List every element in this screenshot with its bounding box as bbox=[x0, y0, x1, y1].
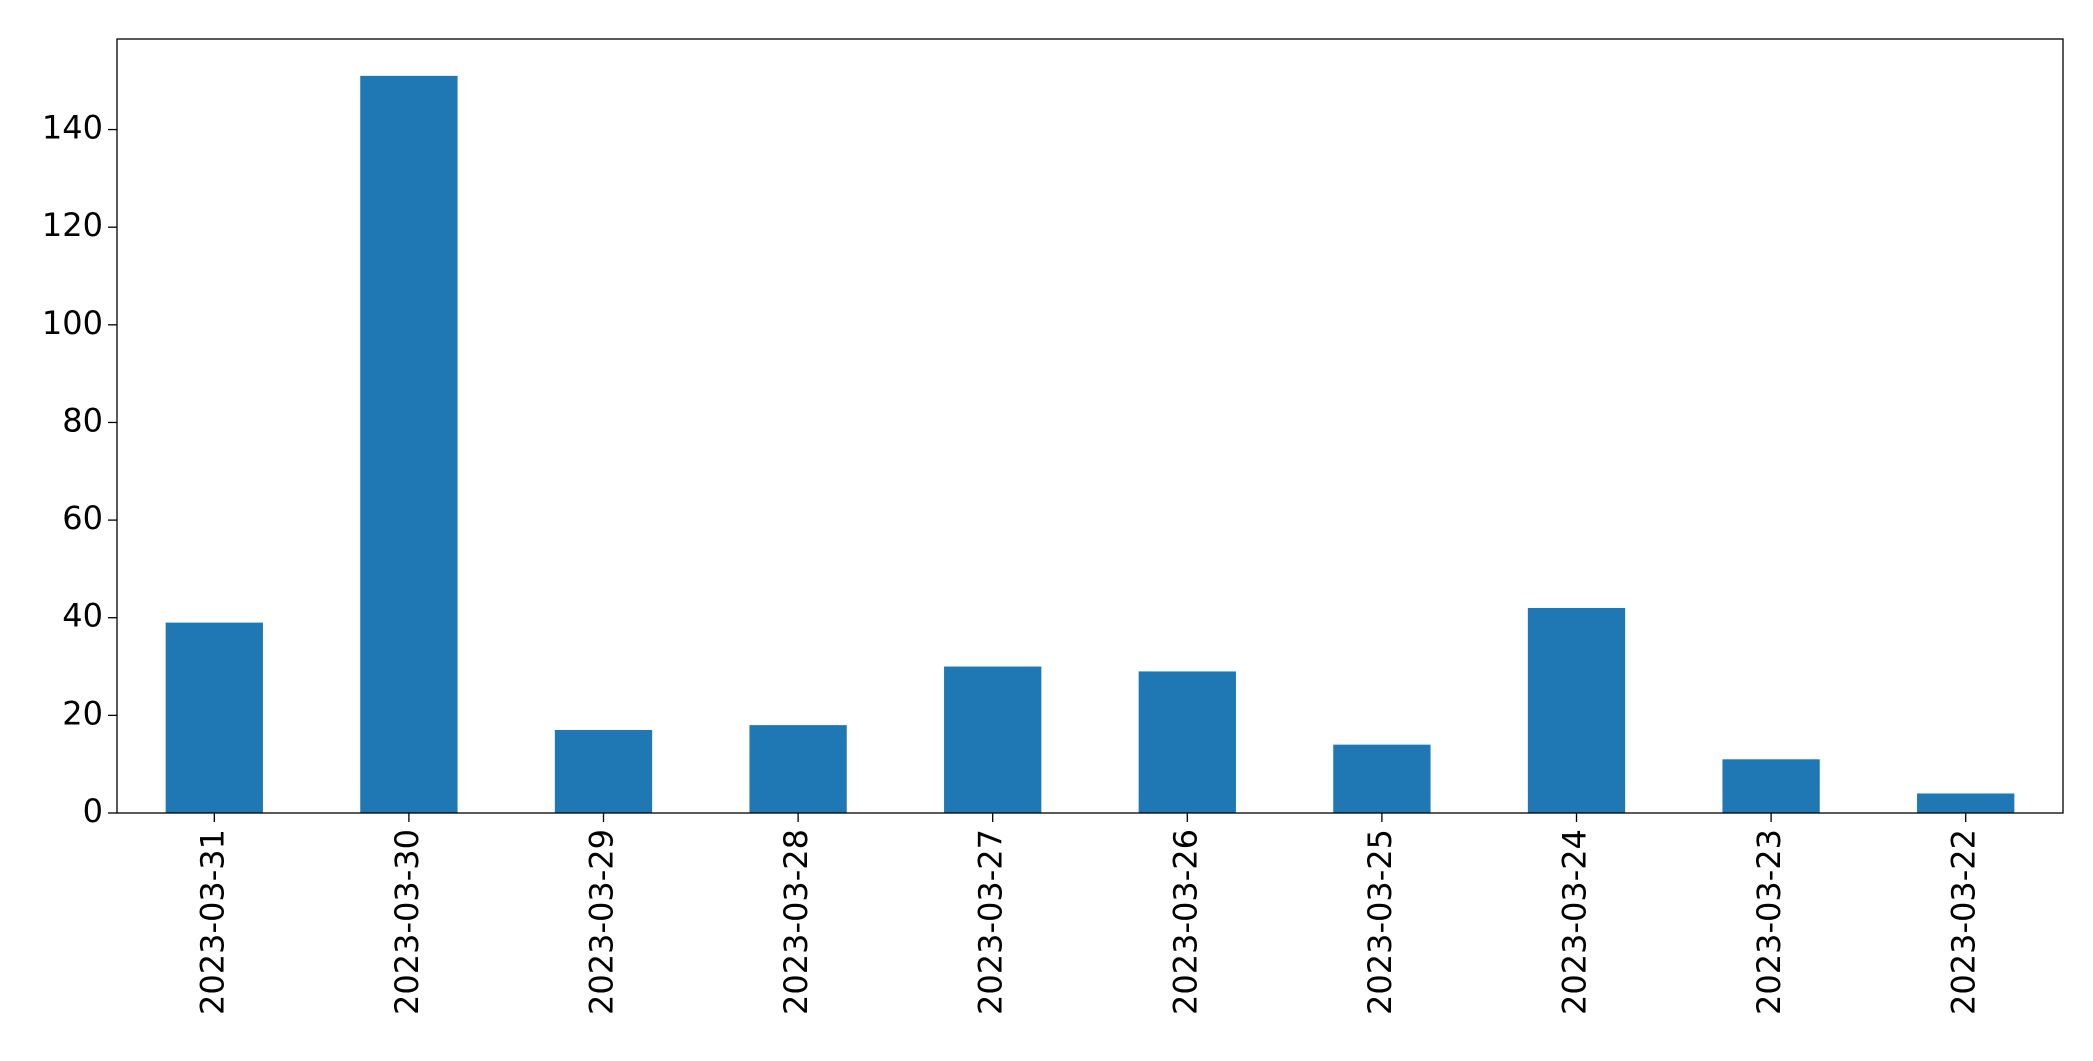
x-tick-label: 2023-03-31 bbox=[193, 829, 231, 1015]
x-tick-label: 2023-03-24 bbox=[1556, 829, 1594, 1015]
y-tick-label: 0 bbox=[83, 792, 103, 830]
x-tick-label: 2023-03-29 bbox=[583, 829, 621, 1015]
y-tick-label: 80 bbox=[62, 401, 103, 439]
bar bbox=[1722, 759, 1820, 813]
y-tick-label: 20 bbox=[62, 694, 103, 732]
plot-frame bbox=[116, 38, 2064, 814]
bar bbox=[554, 730, 653, 813]
bar bbox=[749, 725, 847, 813]
x-tick-label: 2023-03-30 bbox=[388, 829, 426, 1015]
y-tick-label: 120 bbox=[42, 206, 103, 244]
bar bbox=[1138, 671, 1236, 813]
bar bbox=[360, 75, 458, 814]
x-tick-label: 2023-03-26 bbox=[1166, 829, 1204, 1015]
y-tick-label: 100 bbox=[42, 304, 103, 342]
bar bbox=[1917, 793, 2015, 813]
x-tick-label: 2023-03-28 bbox=[777, 829, 815, 1015]
bar bbox=[1527, 607, 1626, 813]
y-tick-label: 60 bbox=[62, 499, 103, 537]
y-tick-label: 140 bbox=[42, 109, 103, 147]
x-tick-label: 2023-03-22 bbox=[1945, 829, 1983, 1015]
x-tick-label: 2023-03-25 bbox=[1361, 829, 1399, 1015]
x-tick-label: 2023-03-23 bbox=[1750, 829, 1788, 1015]
bar bbox=[1333, 744, 1431, 813]
y-tick-label: 40 bbox=[62, 597, 103, 635]
bar bbox=[165, 622, 263, 813]
x-tick-label: 2023-03-27 bbox=[972, 829, 1010, 1015]
bar bbox=[944, 666, 1042, 813]
